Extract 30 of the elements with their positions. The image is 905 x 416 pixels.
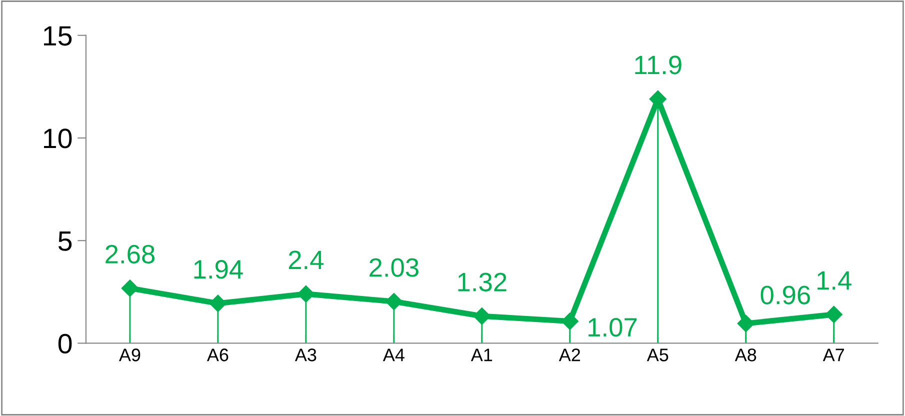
data-label: 2.03 bbox=[370, 258, 418, 277]
data-label: 11.9 bbox=[635, 56, 682, 74]
x-tick-label: A2 bbox=[558, 348, 580, 362]
x-tick-label: A4 bbox=[382, 348, 404, 362]
point bbox=[473, 308, 490, 325]
point bbox=[385, 292, 402, 310]
point bbox=[121, 280, 139, 297]
point bbox=[297, 285, 314, 302]
x-tick-label: A7 bbox=[822, 348, 844, 362]
x-tick-label: A6 bbox=[206, 348, 228, 362]
point bbox=[737, 314, 754, 332]
x-tick-label: A1 bbox=[470, 348, 492, 362]
point bbox=[209, 294, 227, 312]
data-label: 2.68 bbox=[106, 244, 155, 264]
x-tick-label: A5 bbox=[646, 348, 668, 362]
point bbox=[561, 312, 578, 330]
y-tick-label: 0 bbox=[58, 334, 72, 354]
point bbox=[825, 306, 842, 324]
y-tick-label: 5 bbox=[58, 232, 72, 251]
data-label: 2.4 bbox=[288, 250, 324, 270]
x-tick-label: A9 bbox=[118, 348, 140, 362]
data-label: 1.4 bbox=[818, 271, 852, 290]
x-tick-label: A3 bbox=[294, 348, 316, 362]
y-tick-label: 10 bbox=[44, 128, 72, 148]
data-label: 1.07 bbox=[588, 318, 637, 337]
data-label: 0.96 bbox=[760, 286, 810, 304]
data-label: 1.94 bbox=[194, 260, 243, 279]
y-tick-label: 15 bbox=[44, 26, 72, 46]
data-label: 1.32 bbox=[458, 272, 506, 292]
x-tick-label: A8 bbox=[734, 348, 756, 362]
